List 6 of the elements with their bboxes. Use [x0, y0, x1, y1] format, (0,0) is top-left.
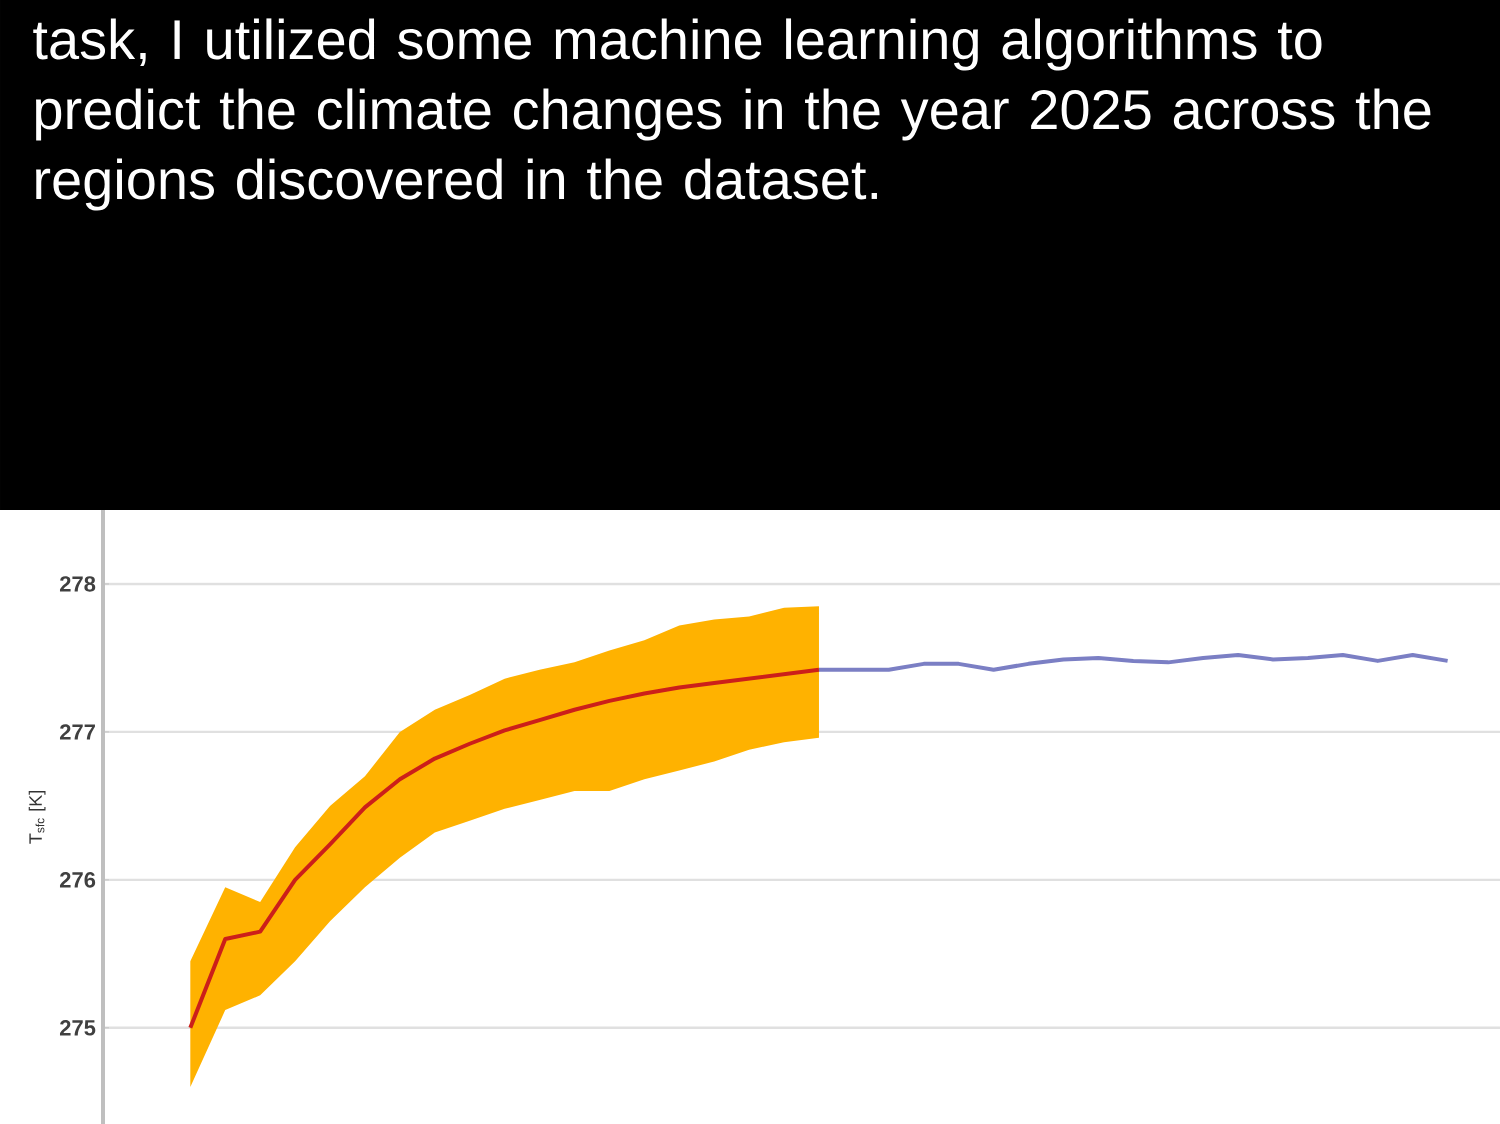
chart-title: task, I utilized some machine learning algorithms to predict the climate changes in the year 2025 across the regions discovered in the dataset. — [33, 18, 1431, 211]
y-tick-label: 278 — [59, 576, 96, 592]
y-tick-label: 275 — [59, 1020, 96, 1036]
y-tick-label: 276 — [59, 872, 96, 888]
y-tick-label: 277 — [59, 724, 95, 740]
y-axis-title: T$_{sfc}$ [K] — [28, 791, 46, 844]
